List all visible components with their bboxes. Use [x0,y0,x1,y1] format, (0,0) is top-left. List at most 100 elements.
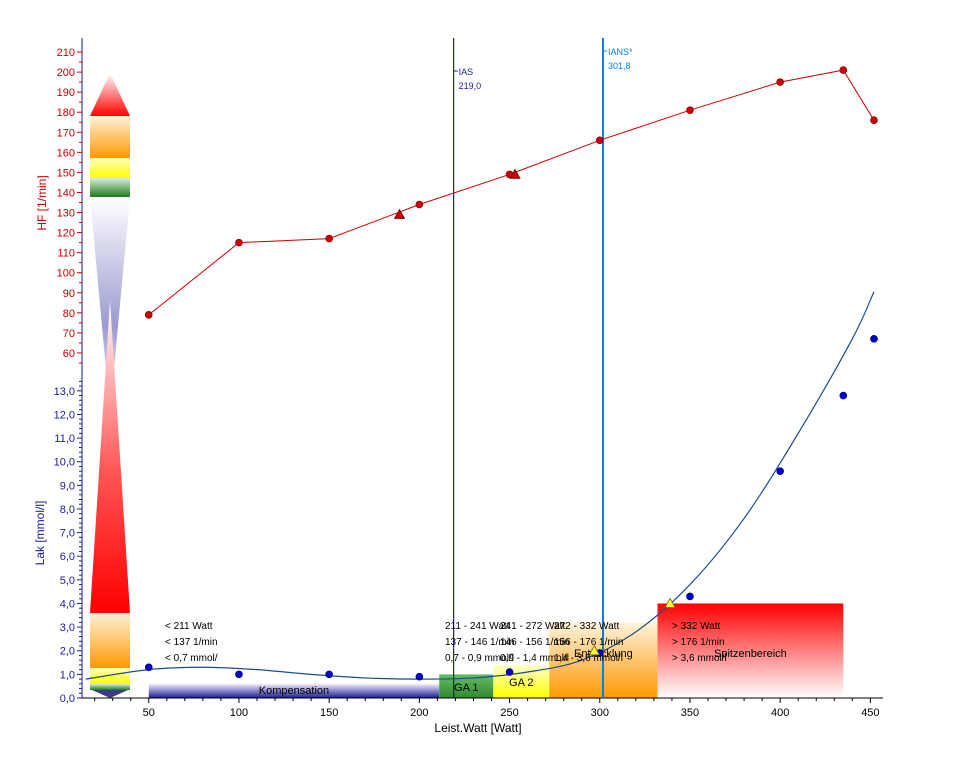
hf-tick-label: 130 [57,208,75,220]
hf-tick-label: 140 [57,187,75,199]
lak-tick-label: 13,0 [54,386,75,398]
hf-tick-label: 120 [57,228,75,240]
hf-tick-label: 60 [63,348,75,360]
threshold-value: 301,8 [608,61,631,71]
hf-point [595,136,604,145]
x-tick-label: 400 [771,707,789,719]
lak-point [325,670,333,679]
lak-threshold-marker [588,644,601,656]
x-tick-label: 100 [230,707,248,719]
zone-info-line: < 211 Watt [165,621,213,632]
lactate-fit-curve [85,291,875,680]
hf-point [415,200,424,209]
hf-point [686,106,694,115]
zone-info-line: < 137 1/min [165,637,218,648]
hf-tick-label: 80 [63,308,75,320]
x-tick-label: 200 [410,707,428,719]
hf-axis-label: HF [1/min] [35,175,49,230]
hf-point [235,238,243,247]
zone-info-line: 0,7 - 0,9 mmol/l [445,653,514,664]
zone-info-line: > 3,6 mmol/l [672,653,727,664]
zone-info-line: > 332 Watt [672,621,720,632]
hf-point [776,78,784,86]
lak-point [870,335,878,343]
lak-tick-label: 2,0 [60,646,75,658]
zone-info-line: 146 - 156 1/min [500,637,570,648]
axes: 50 100 150 200 250 300 350 400 450 60 70 80 90 100 110… [54,38,883,719]
lak-tick-label: 10,0 [54,457,75,469]
lactate-fit-path [85,291,875,680]
zone-info-line: 137 - 146 1/min [445,637,515,648]
threshold-value: 219,0 [459,81,482,91]
x-tick-label: 300 [591,707,609,719]
hf-tick-label: 200 [57,67,75,79]
lak-point [235,670,243,679]
lak-point [505,668,514,676]
lak-tick-label: 1,0 [60,669,75,681]
zone-label: Kompensation [259,685,329,697]
lak-point [686,592,694,601]
hf-tick-label: 70 [63,328,75,340]
zone-label: GA 2 [509,677,533,689]
hf-point [839,66,848,74]
hf-tick-label: 100 [57,268,75,280]
zone-info-line: 0,9 - 1,4 mmol/l [500,653,569,664]
zone-info-line: < 0,7 mmol/ [165,653,218,664]
lak-point [839,391,848,400]
lak-point [144,663,153,672]
hf-tick-label: 190 [57,87,75,99]
zone-info-line: 241 - 272 Watt [500,621,565,632]
x-axis-label: Leist.Watt [Watt] [434,721,521,735]
lak-tick-label: 5,0 [60,575,75,587]
lak-tick-label: 12,0 [54,409,75,421]
x-tick-label: 150 [320,707,338,719]
hf-threshold-marker [509,168,521,179]
hf-point [870,116,878,125]
zone-label: Spitzenbereich [714,648,787,660]
lak-tick-label: 11,0 [54,433,75,445]
x-tick-label: 250 [500,707,518,719]
lak-tick-label: 0,0 [60,693,75,705]
hf-tick-label: 180 [57,107,75,119]
zone-band-spitzenbereich [657,603,844,698]
zone-info-line: 211 - 241 Watt [445,621,510,632]
zone-band-kompensation [148,683,440,698]
zone-info-line: 156 - 176 1/min [554,637,624,648]
zone-info-line: 1,4 - 3,6 mmol/l [554,653,623,664]
lak-tick-label: 7,0 [60,528,75,540]
lak-tick-label: 4,0 [60,598,75,610]
threshold-name: IANS* [608,47,633,57]
x-tick-label: 350 [681,707,699,719]
zone-info-line: > 176 1/min [672,637,725,648]
zone-band-ga-1 [439,674,494,698]
x-tick-label: 450 [861,707,879,719]
zone-info-line: 272 - 332 Watt [554,621,619,632]
hf-tick-label: 110 [57,248,75,260]
lak-axis-label: Lak [mmol/l] [33,501,47,566]
hf-line [148,69,875,316]
hf-point [325,234,333,243]
lak-tick-label: 9,0 [60,480,75,492]
zone-info-labels: < 211 Watt < 137 1/min < 0,7 mmol/211 - 24… [165,621,727,664]
hf-point [144,311,153,319]
hf-tick-label: 210 [57,47,75,59]
intensity-scale-arrow [90,73,130,698]
lak-tick-label: 8,0 [60,504,75,516]
lak-tick-label: 6,0 [60,551,75,563]
lak-tick-label: 3,0 [60,622,75,634]
x-tick-label: 50 [143,707,155,719]
threshold-lines: IAS 219,0 IANS* 301,8 [453,38,633,698]
hf-tick-label: 170 [57,127,75,139]
hf-tick-label: 90 [63,288,75,300]
lak-point [776,467,784,475]
hf-threshold-marker [393,208,406,219]
hf-tick-label: 150 [57,167,75,179]
data-series [144,66,878,681]
threshold-name: IAS [459,67,474,77]
lak-threshold-marker [664,597,676,608]
zone-label: GA 1 [454,682,478,694]
hf-tick-label: 160 [57,147,75,159]
